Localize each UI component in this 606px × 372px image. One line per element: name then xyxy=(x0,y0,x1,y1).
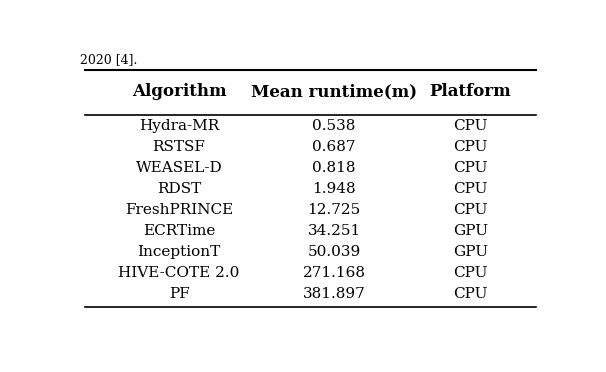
Text: Platform: Platform xyxy=(430,83,511,100)
Text: CPU: CPU xyxy=(453,161,487,175)
Text: InceptionT: InceptionT xyxy=(138,245,221,259)
Text: Algorithm: Algorithm xyxy=(132,83,227,100)
Text: CPU: CPU xyxy=(453,140,487,154)
Text: 1.948: 1.948 xyxy=(312,182,356,196)
Text: ECRTime: ECRTime xyxy=(143,224,215,238)
Text: FreshPRINCE: FreshPRINCE xyxy=(125,203,233,217)
Text: RSTSF: RSTSF xyxy=(153,140,205,154)
Text: GPU: GPU xyxy=(453,245,488,259)
Text: 0.818: 0.818 xyxy=(312,161,356,175)
Text: 0.687: 0.687 xyxy=(312,140,356,154)
Text: HIVE-COTE 2.0: HIVE-COTE 2.0 xyxy=(118,266,240,280)
Text: 0.538: 0.538 xyxy=(312,119,356,133)
Text: RDST: RDST xyxy=(157,182,201,196)
Text: CPU: CPU xyxy=(453,266,487,280)
Text: Hydra-MR: Hydra-MR xyxy=(139,119,219,133)
Text: CPU: CPU xyxy=(453,203,487,217)
Text: WEASEL-D: WEASEL-D xyxy=(136,161,222,175)
Text: 34.251: 34.251 xyxy=(307,224,361,238)
Text: CPU: CPU xyxy=(453,119,487,133)
Text: PF: PF xyxy=(168,286,190,301)
Text: CPU: CPU xyxy=(453,182,487,196)
Text: 50.039: 50.039 xyxy=(307,245,361,259)
Text: GPU: GPU xyxy=(453,224,488,238)
Text: 12.725: 12.725 xyxy=(307,203,361,217)
Text: 2020 [4].: 2020 [4]. xyxy=(81,53,138,66)
Text: Mean runtime(m): Mean runtime(m) xyxy=(251,83,417,100)
Text: 271.168: 271.168 xyxy=(302,266,365,280)
Text: 381.897: 381.897 xyxy=(302,286,365,301)
Text: CPU: CPU xyxy=(453,286,487,301)
